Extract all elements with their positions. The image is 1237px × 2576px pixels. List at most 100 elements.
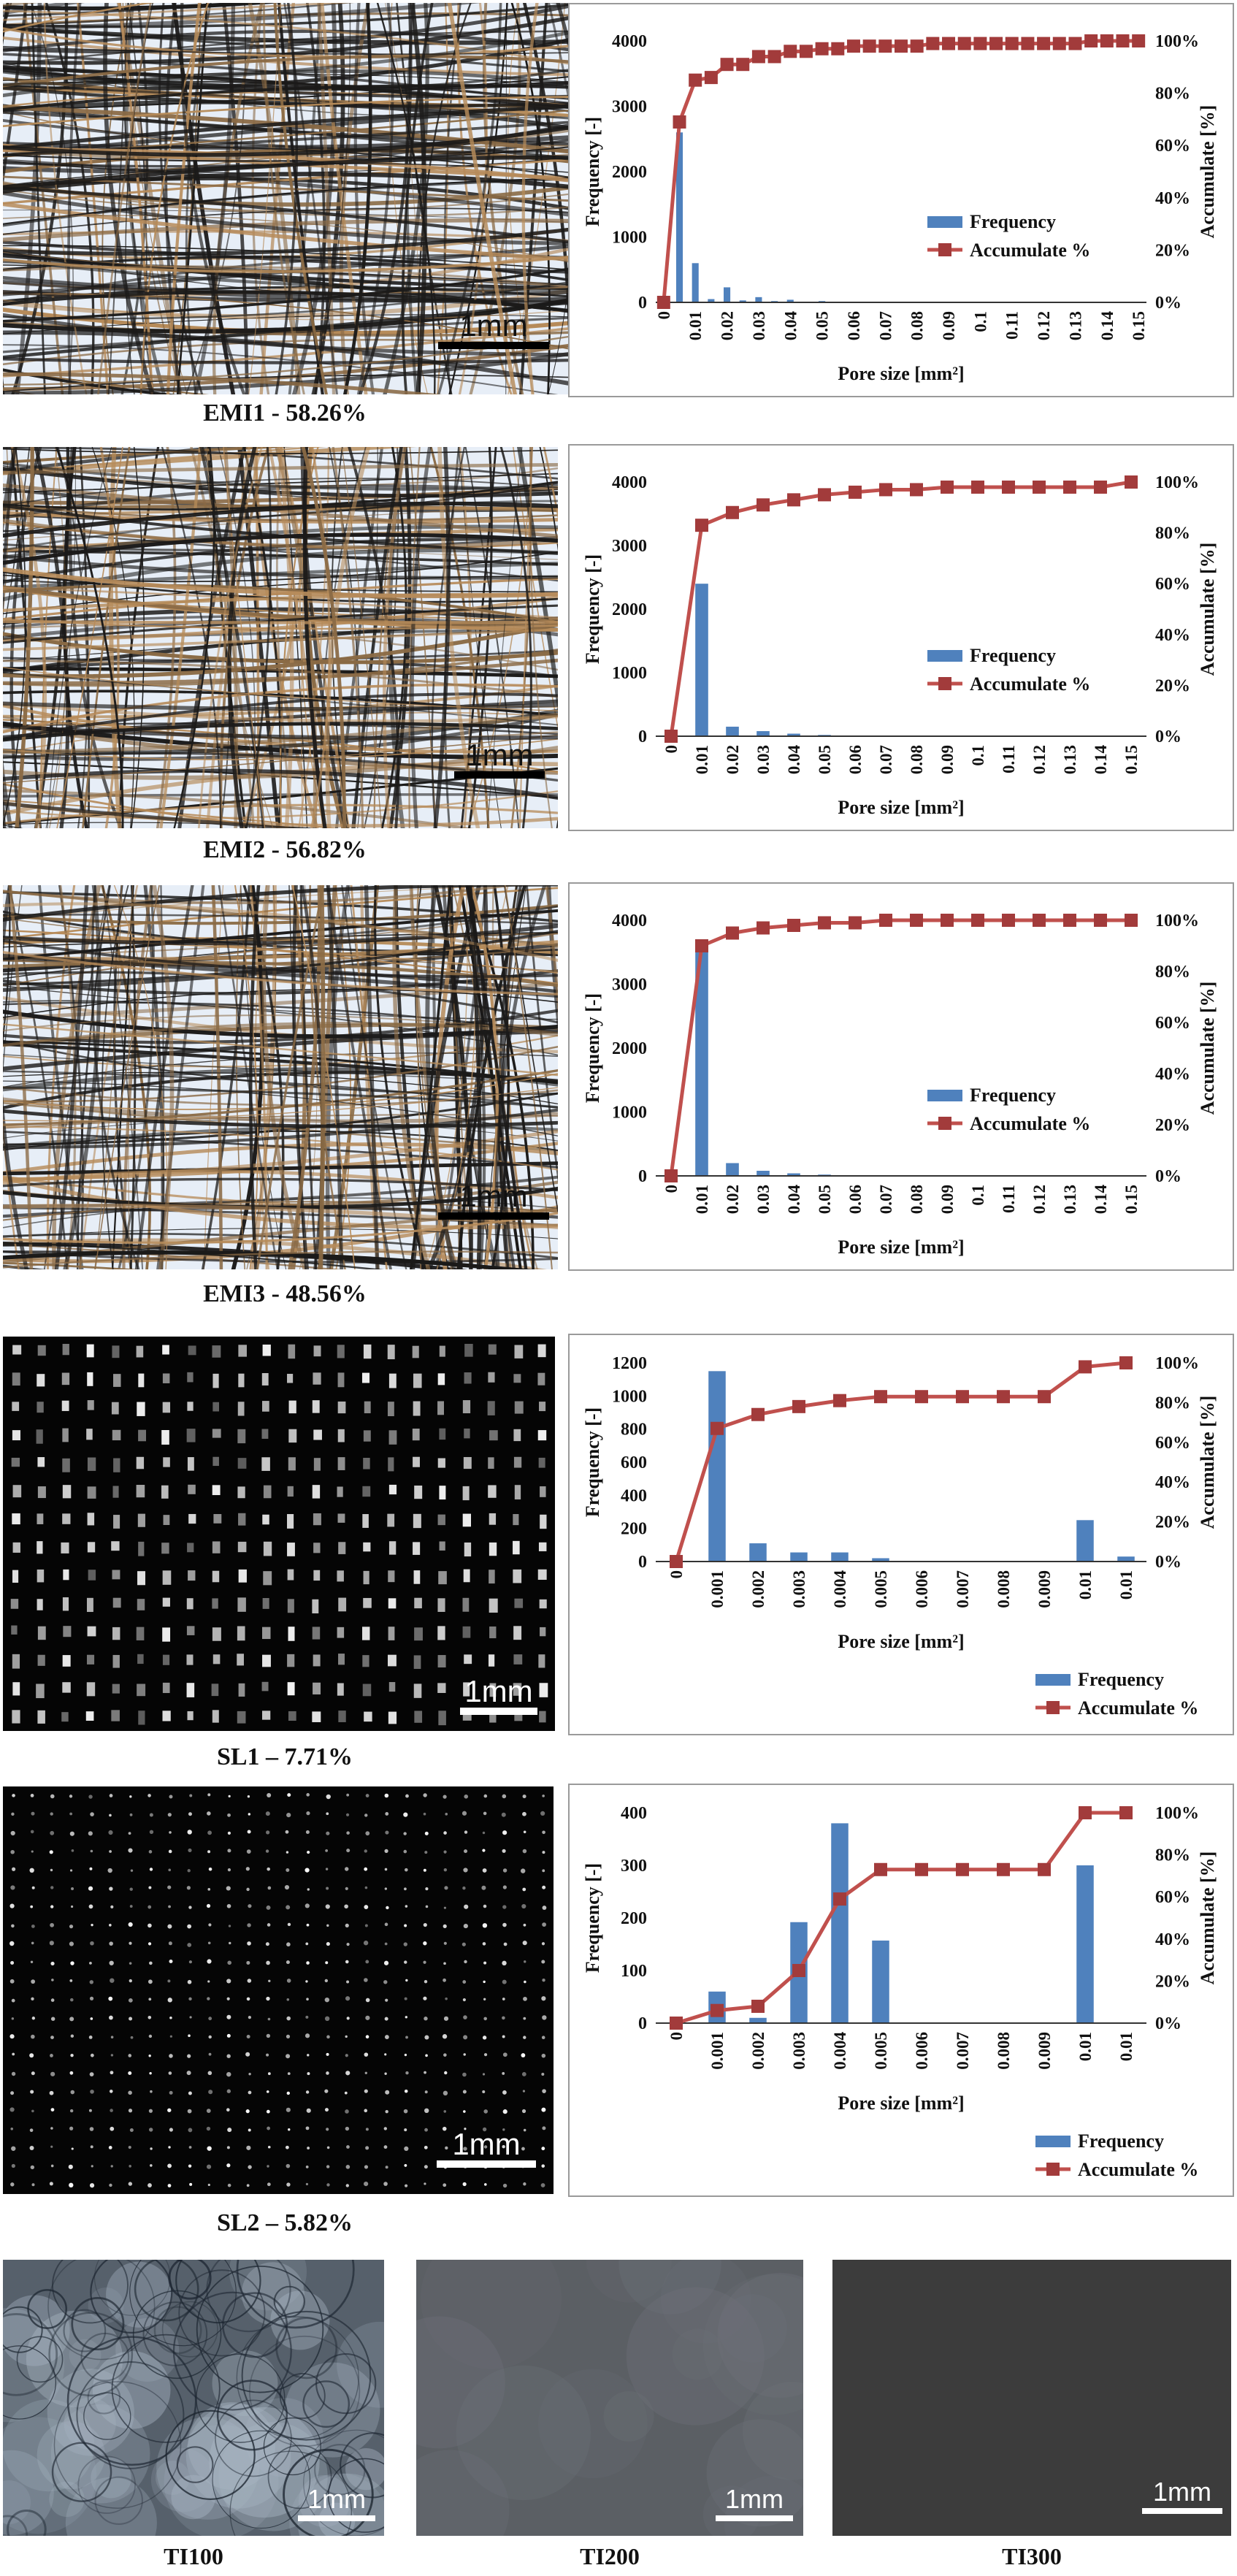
y-right-tick-label: 100% [1155, 473, 1199, 492]
chart-sl1: 0 200 400 600 800 1000 1200 0% 20% 40% 60% 80% 100% 0… [568, 1334, 1234, 1735]
legend-bar-swatch [927, 1090, 962, 1101]
accumulate-marker [1033, 914, 1046, 927]
x-tick-label: 0.15 [1122, 1185, 1141, 1214]
accumulate-marker [1079, 1360, 1092, 1374]
frequency-bar [695, 946, 708, 1176]
x-tick-label: 0.04 [785, 1185, 803, 1215]
accumulate-marker [997, 1862, 1010, 1876]
y-right-tick-label: 60% [1155, 1434, 1190, 1453]
x-axis-title: Pore size [mm²] [838, 363, 964, 384]
accumulate-marker [695, 939, 708, 952]
x-tick-label: 0.06 [846, 1185, 865, 1214]
y-left-tick-label: 4000 [612, 473, 647, 492]
y-right-tick-label: 20% [1155, 1972, 1190, 1991]
y-left-tick-label: 1000 [612, 229, 647, 248]
y-right-tick-label: 20% [1155, 1116, 1190, 1135]
x-tick-label: 0.03 [750, 311, 768, 340]
y-left-tick-label: 0 [638, 1553, 647, 1572]
accumulate-marker [792, 1964, 805, 1977]
y-left-tick-label: 0 [638, 294, 647, 313]
frequency-bar [708, 1371, 726, 1562]
frequency-bar [1076, 1865, 1094, 2023]
x-tick-label: 0.1 [969, 1185, 987, 1206]
y-right-tick-label: 0% [1155, 2014, 1182, 2033]
accumulate-marker [1094, 914, 1107, 927]
y-left-tick-label: 300 [621, 1857, 647, 1876]
micrograph-emi1: 1mm [3, 3, 568, 394]
legend-line-marker [938, 677, 951, 690]
accumulate-marker [879, 914, 892, 927]
fiber-photo-emi2 [3, 447, 558, 828]
x-tick-label: 0.006 [913, 2032, 931, 2070]
accumulate-marker [915, 1862, 928, 1876]
frequency-bar [723, 287, 731, 302]
accumulate-line [674, 1361, 1127, 1562]
accumulate-marker [1037, 37, 1051, 50]
accumulate-marker [757, 498, 770, 512]
accumulate-marker [726, 505, 739, 519]
frequency-bar [831, 1552, 849, 1562]
y-right-tick-label: 80% [1155, 524, 1190, 543]
accumulate-marker [695, 519, 708, 532]
scale-bar-label: 1mm [464, 1674, 533, 1708]
accumulate-marker [956, 1862, 969, 1876]
x-tick-label: 0.07 [876, 311, 895, 340]
fiber-photo-emi3 [3, 885, 558, 1269]
caption-ti100: TI100 [164, 2543, 223, 2569]
y-right-tick-label: 40% [1155, 1473, 1190, 1492]
micrograph-ti300: 1mm [832, 2260, 1231, 2536]
frequency-bar [739, 300, 746, 302]
x-axis-title: Pore size [mm²] [838, 1631, 964, 1652]
accumulate-marker [673, 115, 686, 129]
accumulate-marker [831, 42, 845, 56]
frequency-bar [695, 584, 708, 736]
frequency-bar [749, 2017, 767, 2023]
accumulate-marker [767, 50, 781, 64]
accumulate-marker [1063, 480, 1076, 494]
y-right-tick-label: 40% [1155, 189, 1190, 208]
scale-bar-ti100: 1mm [298, 2483, 375, 2521]
y-right-axis-title: Accumulate [%] [1197, 1851, 1218, 1985]
y-left-axis-title: Frequency [-] [582, 117, 603, 226]
x-tick-label: 0.15 [1130, 311, 1148, 340]
chart-svg-sl1: 0 200 400 600 800 1000 1200 0% 20% 40% 60% 80% 100% 0… [582, 1354, 1218, 1719]
x-tick-label: 0 [655, 311, 673, 320]
accumulate-marker [665, 730, 678, 743]
scale-bar-line [437, 2160, 536, 2168]
frequency-bar [787, 733, 800, 736]
caption-emi2: EMI2 - 56.82% [203, 836, 367, 863]
x-tick-label: 0.13 [1061, 745, 1079, 774]
scale-bar-label: 1mm [725, 2484, 784, 2514]
scale-bar-sl1: 1mm [460, 1675, 537, 1715]
scale-bar-emi1: 1mm [438, 310, 549, 349]
frequency-bar [675, 132, 683, 302]
accumulate-marker [1125, 475, 1138, 489]
caption-ti200: TI200 [580, 2543, 640, 2569]
accumulate-marker [1002, 914, 1015, 927]
accumulate-marker [815, 42, 829, 56]
x-tick-label: 0.02 [719, 311, 737, 340]
x-tick-label: 0 [667, 2032, 686, 2041]
accumulate-marker [942, 37, 956, 50]
x-tick-label: 0.08 [908, 311, 927, 340]
micrograph-ti200: 1mm [416, 2260, 803, 2536]
scale-bar-line [438, 1212, 549, 1220]
x-tick-label: 0.003 [790, 2032, 808, 2070]
x-tick-label: 0.01 [1117, 1570, 1135, 1600]
y-left-tick-label: 1000 [612, 1387, 647, 1406]
accumulate-marker [704, 71, 718, 85]
x-tick-label: 0.003 [790, 1570, 808, 1608]
y-right-tick-label: 60% [1155, 575, 1190, 594]
x-tick-label: 0.02 [724, 1185, 742, 1214]
accumulate-marker [941, 480, 954, 494]
accumulate-marker [1079, 1806, 1092, 1819]
micrograph-sl2: 1mm [3, 1786, 554, 2194]
caption-ti300: TI300 [1002, 2543, 1062, 2569]
caption-emi3: EMI3 - 48.56% [203, 1280, 367, 1307]
x-tick-label: 0.11 [1000, 1185, 1018, 1213]
accumulate-marker [711, 2003, 724, 2017]
x-tick-label: 0.03 [754, 745, 773, 774]
x-tick-label: 0.02 [724, 745, 742, 774]
mesh-photo-sl1 [3, 1337, 555, 1731]
y-left-tick-label: 3000 [612, 537, 647, 556]
